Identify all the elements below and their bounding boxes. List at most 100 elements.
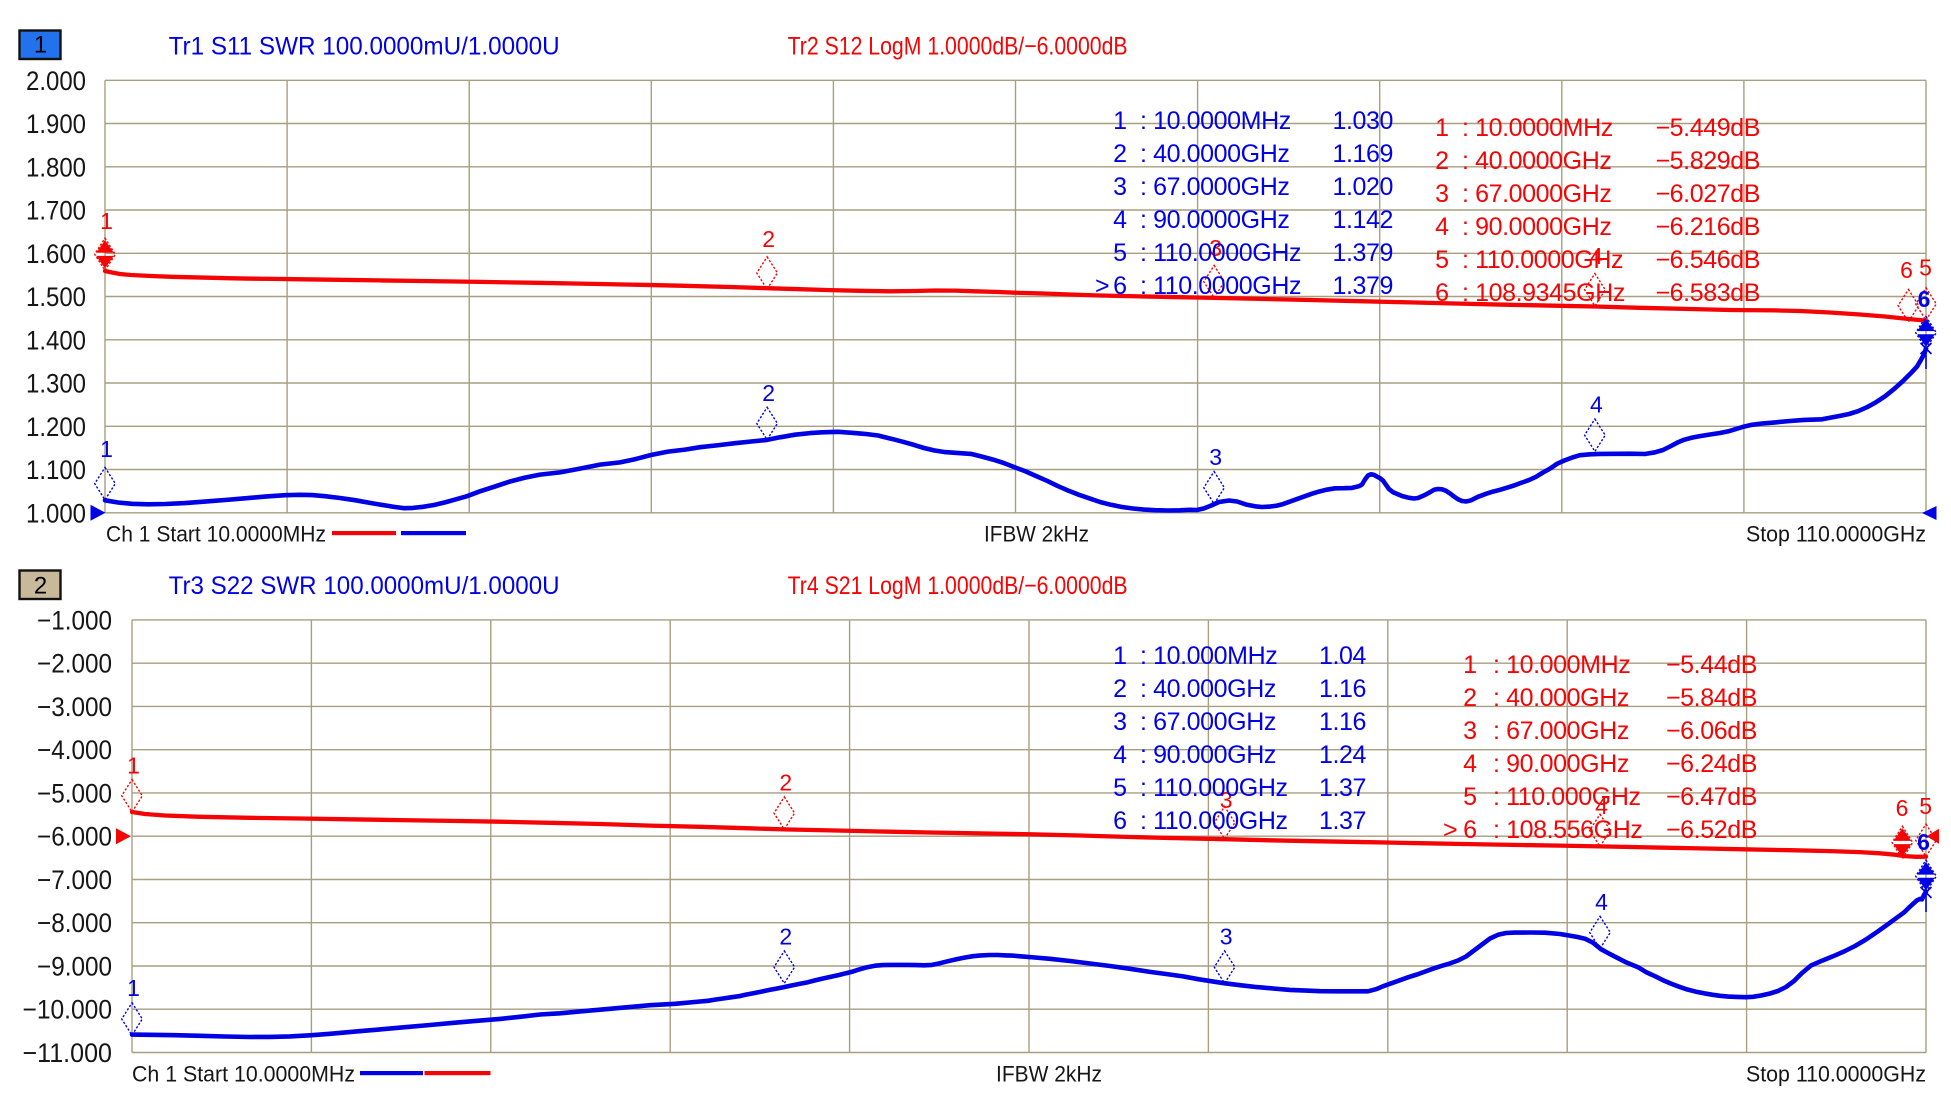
svg-text:IFBW 2kHz: IFBW 2kHz bbox=[996, 1062, 1102, 1087]
svg-text:1.37: 1.37 bbox=[1319, 774, 1366, 802]
svg-text:3: 3 bbox=[1113, 708, 1127, 736]
svg-text:Tr1 S11 SWR 100.0000mU/1.0000U: Tr1 S11 SWR 100.0000mU/1.0000U bbox=[169, 33, 560, 61]
svg-text:1.900: 1.900 bbox=[26, 109, 86, 139]
svg-text:−2.000: −2.000 bbox=[37, 649, 112, 679]
svg-text:1.030: 1.030 bbox=[1332, 107, 1393, 135]
svg-text:1.400: 1.400 bbox=[26, 325, 86, 355]
svg-text:4: 4 bbox=[1590, 243, 1603, 269]
svg-text:1: 1 bbox=[1435, 114, 1449, 142]
svg-text:−10.000: −10.000 bbox=[23, 995, 113, 1025]
svg-text:Tr4 S21 LogM 1.0000dB/−6.0000d: Tr4 S21 LogM 1.0000dB/−6.0000dB bbox=[788, 572, 1128, 600]
svg-text:: 40.0000GHz: : 40.0000GHz bbox=[1462, 147, 1611, 175]
svg-text:1.379: 1.379 bbox=[1332, 239, 1393, 267]
svg-text:5: 5 bbox=[1113, 774, 1127, 802]
svg-text:Stop 110.0000GHz: Stop 110.0000GHz bbox=[1746, 522, 1926, 547]
svg-text:−6.47dB: −6.47dB bbox=[1666, 783, 1757, 811]
svg-text:: 90.000GHz: : 90.000GHz bbox=[1493, 750, 1629, 778]
svg-text:−8.000: −8.000 bbox=[37, 908, 112, 938]
svg-text:2: 2 bbox=[762, 226, 775, 252]
svg-text:: 10.000MHz: : 10.000MHz bbox=[1140, 642, 1277, 670]
svg-text:1.200: 1.200 bbox=[26, 412, 86, 442]
svg-text:−6.583dB: −6.583dB bbox=[1655, 279, 1760, 307]
svg-text:5: 5 bbox=[1463, 783, 1477, 811]
svg-text:5: 5 bbox=[1919, 255, 1932, 281]
svg-text:1.000: 1.000 bbox=[26, 498, 86, 528]
svg-text:4: 4 bbox=[1590, 392, 1603, 418]
svg-text:3: 3 bbox=[1209, 444, 1222, 470]
svg-text:1.800: 1.800 bbox=[26, 152, 86, 182]
svg-text:1.16: 1.16 bbox=[1319, 675, 1366, 703]
svg-text:−6.027dB: −6.027dB bbox=[1655, 180, 1760, 208]
svg-text:4: 4 bbox=[1113, 206, 1127, 234]
svg-text:1.04: 1.04 bbox=[1319, 642, 1367, 670]
svg-text:6: 6 bbox=[1918, 286, 1931, 312]
svg-text:: 10.0000MHz: : 10.0000MHz bbox=[1140, 107, 1291, 135]
svg-text:3: 3 bbox=[1220, 924, 1233, 950]
svg-text:−6.216dB: −6.216dB bbox=[1655, 213, 1760, 241]
svg-text:5: 5 bbox=[1113, 239, 1127, 267]
svg-text:−5.829dB: −5.829dB bbox=[1655, 147, 1760, 175]
svg-text:6: 6 bbox=[1113, 807, 1127, 835]
svg-text:1: 1 bbox=[1113, 642, 1127, 670]
svg-text:2: 2 bbox=[1113, 675, 1127, 703]
svg-text:1: 1 bbox=[34, 32, 47, 59]
svg-text:−5.449dB: −5.449dB bbox=[1655, 114, 1760, 142]
svg-text:5: 5 bbox=[1435, 246, 1449, 274]
svg-text:2: 2 bbox=[762, 380, 775, 406]
svg-text:6: 6 bbox=[1463, 816, 1477, 844]
svg-text:4: 4 bbox=[1595, 889, 1608, 915]
svg-text:1.600: 1.600 bbox=[26, 239, 86, 269]
svg-text:1: 1 bbox=[1463, 651, 1477, 679]
svg-text:1.142: 1.142 bbox=[1332, 206, 1393, 234]
svg-text:: 67.0000GHz: : 67.0000GHz bbox=[1462, 180, 1611, 208]
svg-text:−5.44dB: −5.44dB bbox=[1666, 651, 1757, 679]
svg-text:: 40.0000GHz: : 40.0000GHz bbox=[1140, 140, 1289, 168]
svg-text:3: 3 bbox=[1113, 173, 1127, 201]
svg-text:Tr3 S22 SWR 100.0000mU/1.0000U: Tr3 S22 SWR 100.0000mU/1.0000U bbox=[169, 572, 560, 600]
svg-text:6: 6 bbox=[1113, 272, 1127, 300]
svg-text:−6.000: −6.000 bbox=[37, 822, 112, 852]
svg-text:4: 4 bbox=[1595, 793, 1608, 819]
svg-text:4: 4 bbox=[1463, 750, 1477, 778]
svg-text:: 10.000MHz: : 10.000MHz bbox=[1493, 651, 1630, 679]
svg-text:1.300: 1.300 bbox=[26, 369, 86, 399]
svg-text:−6.06dB: −6.06dB bbox=[1666, 717, 1757, 745]
svg-text:−6.24dB: −6.24dB bbox=[1666, 750, 1757, 778]
svg-text:: 110.000GHz: : 110.000GHz bbox=[1493, 783, 1641, 811]
svg-text:3: 3 bbox=[1209, 235, 1222, 261]
svg-text:>: > bbox=[1443, 816, 1458, 844]
svg-text:: 108.9345GHz: : 108.9345GHz bbox=[1462, 279, 1625, 307]
svg-text:3: 3 bbox=[1220, 787, 1233, 813]
svg-text:2.000: 2.000 bbox=[26, 66, 86, 96]
svg-text:3: 3 bbox=[1463, 717, 1477, 745]
svg-text:: 110.0000GHz: : 110.0000GHz bbox=[1140, 272, 1301, 300]
svg-text:2: 2 bbox=[1113, 140, 1127, 168]
svg-text:: 67.0000GHz: : 67.0000GHz bbox=[1140, 173, 1289, 201]
svg-text:: 67.000GHz: : 67.000GHz bbox=[1493, 717, 1629, 745]
svg-text:: 90.000GHz: : 90.000GHz bbox=[1140, 741, 1276, 769]
svg-text:1: 1 bbox=[100, 208, 113, 234]
svg-text:6: 6 bbox=[1900, 257, 1913, 283]
svg-text:2: 2 bbox=[779, 770, 792, 796]
svg-text:: 40.000GHz: : 40.000GHz bbox=[1140, 675, 1276, 703]
svg-text:2: 2 bbox=[34, 573, 47, 600]
svg-text:: 10.0000MHz: : 10.0000MHz bbox=[1462, 114, 1613, 142]
svg-text:6: 6 bbox=[1435, 279, 1449, 307]
svg-text:IFBW 2kHz: IFBW 2kHz bbox=[984, 522, 1089, 547]
svg-text:: 110.000GHz: : 110.000GHz bbox=[1140, 774, 1288, 802]
svg-text:Stop 110.0000GHz: Stop 110.0000GHz bbox=[1746, 1062, 1926, 1087]
svg-text:Ch 1 Start 10.0000MHz: Ch 1 Start 10.0000MHz bbox=[106, 522, 326, 547]
svg-text:2: 2 bbox=[1435, 147, 1449, 175]
svg-text:Ch 1 Start 10.0000MHz: Ch 1 Start 10.0000MHz bbox=[132, 1062, 355, 1087]
svg-text:−5.84dB: −5.84dB bbox=[1666, 684, 1757, 712]
svg-text:−4.000: −4.000 bbox=[37, 735, 112, 765]
svg-text:1.16: 1.16 bbox=[1319, 708, 1366, 736]
svg-text:: 108.556GHz: : 108.556GHz bbox=[1493, 816, 1642, 844]
svg-text:−9.000: −9.000 bbox=[37, 952, 112, 982]
svg-text:: 110.000GHz: : 110.000GHz bbox=[1140, 807, 1288, 835]
svg-text:: 67.000GHz: : 67.000GHz bbox=[1140, 708, 1276, 736]
svg-text:1.169: 1.169 bbox=[1332, 140, 1393, 168]
svg-text:: 90.0000GHz: : 90.0000GHz bbox=[1462, 213, 1611, 241]
svg-text:: 110.0000GHz: : 110.0000GHz bbox=[1140, 239, 1301, 267]
svg-text:4: 4 bbox=[1435, 213, 1449, 241]
